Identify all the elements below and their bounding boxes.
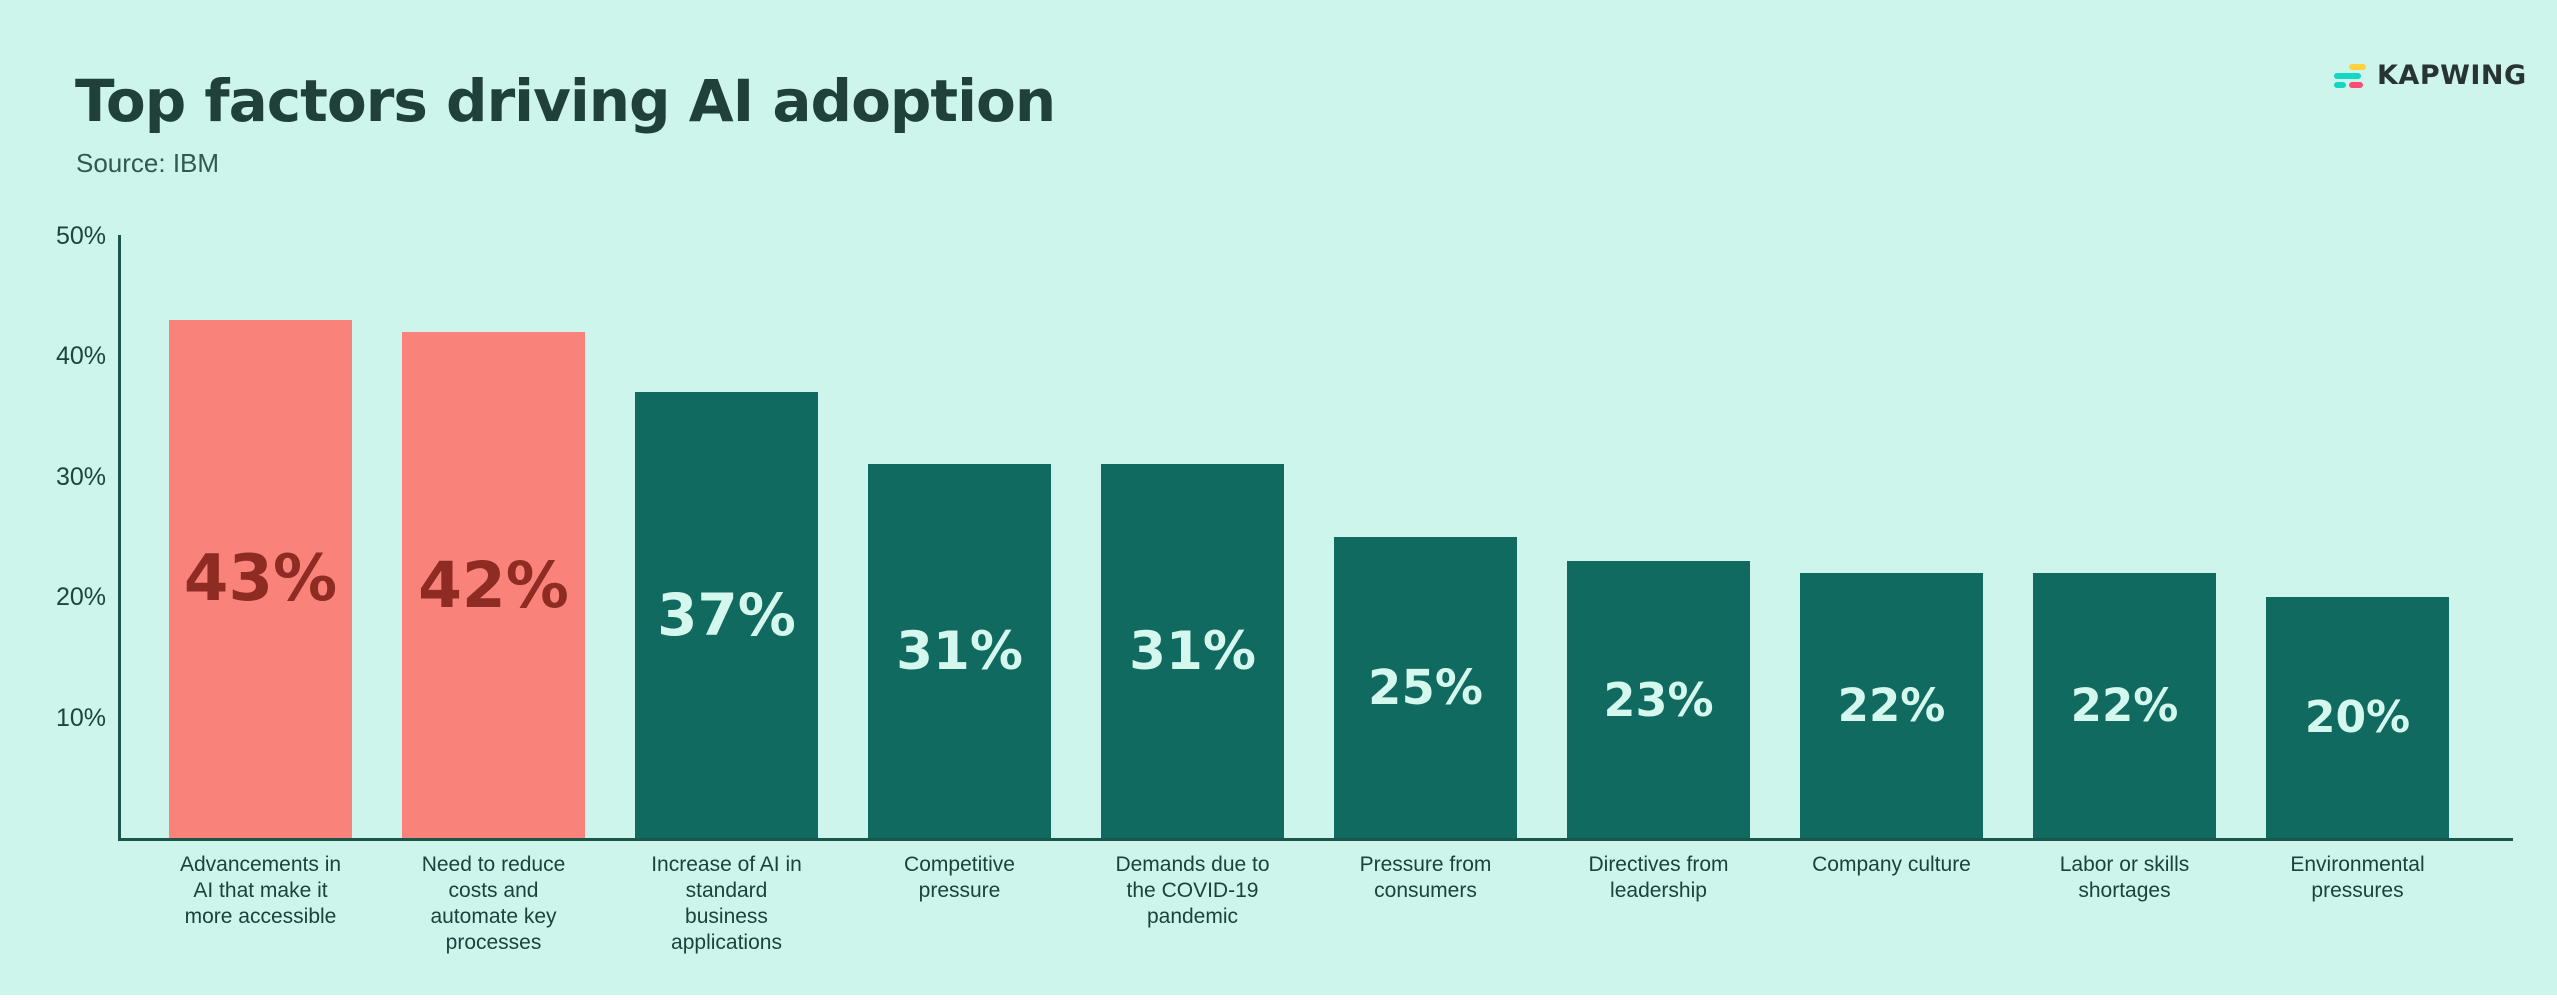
y-tick-label: 10% — [55, 703, 106, 732]
category-label: Directives from leadership — [1588, 853, 1729, 902]
logo-bar-row-middle — [2334, 72, 2368, 79]
bottom-margin — [0, 995, 2557, 1000]
bar: 22% — [2033, 573, 2216, 838]
bar-value-label: 43% — [183, 542, 338, 616]
y-axis-line — [118, 235, 121, 838]
bar: 43% — [169, 320, 352, 838]
y-tick-label: 50% — [55, 221, 106, 250]
bar-value-label: 25% — [1368, 659, 1483, 716]
category-label: Competitive pressure — [904, 853, 1015, 902]
logo-teal-bar — [2334, 72, 2361, 79]
logo-bar-row-bottom — [2334, 81, 2368, 88]
category-label: Increase of AI in standard business appl… — [651, 853, 802, 954]
bar-value-label: 37% — [657, 581, 796, 649]
category-label: Pressure from consumers — [1359, 853, 1492, 902]
bar: 31% — [868, 464, 1051, 838]
bar-value-label: 31% — [896, 620, 1023, 682]
category-label: Need to reduce costs and automate key pr… — [421, 853, 566, 954]
kapwing-logo-text: KAPWING — [2377, 60, 2527, 91]
bar-value-label: 42% — [418, 548, 569, 622]
logo-bar-row-top — [2334, 63, 2368, 70]
bar: 37% — [635, 392, 818, 838]
bar: 42% — [402, 332, 585, 838]
logo-pink-bar — [2349, 81, 2363, 88]
bar: 25% — [1334, 537, 1517, 838]
bar-value-label: 20% — [2304, 692, 2411, 743]
bar-value-label: 22% — [2070, 679, 2179, 732]
category-label: Environmental pressures — [2290, 853, 2425, 902]
bar-value-label: 23% — [1603, 672, 1714, 727]
bar: 20% — [2266, 597, 2449, 838]
bar: 31% — [1101, 464, 1284, 838]
logo-teal-bar-small — [2334, 81, 2346, 88]
y-tick-label: 20% — [55, 583, 106, 611]
bar: 22% — [1800, 573, 1983, 838]
category-label: Labor or skills shortages — [2059, 853, 2190, 902]
kapwing-logo-icon — [2334, 63, 2368, 88]
logo-yellow-bar — [2349, 63, 2366, 70]
category-label: Demands due to the COVID-19 pandemic — [1115, 853, 1270, 928]
bar: 23% — [1567, 561, 1750, 838]
page-title: Top factors driving AI adoption — [75, 66, 1056, 135]
source-note: Source: IBM — [76, 148, 220, 178]
y-tick-label: 40% — [55, 342, 106, 370]
bar-value-label: 22% — [1837, 679, 1946, 732]
x-axis-line — [118, 838, 2513, 841]
logo-spacer — [2334, 64, 2346, 70]
category-label: Company culture — [1812, 853, 1971, 876]
y-tick-label: 30% — [55, 462, 106, 491]
kapwing-logo: KAPWING — [2334, 60, 2527, 91]
bar-value-label: 31% — [1129, 620, 1256, 682]
category-label: Advancements in AI that make it more acc… — [179, 853, 342, 928]
